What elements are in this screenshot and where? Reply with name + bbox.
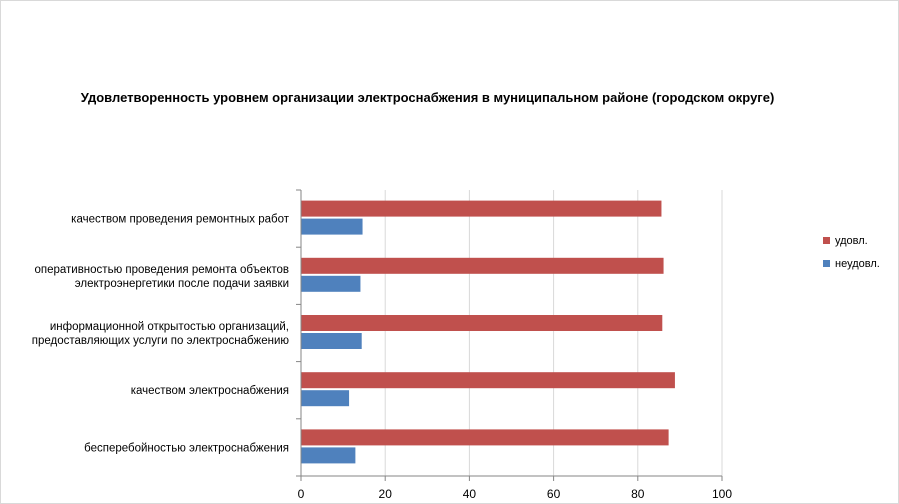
x-tick-label: 100 [712,487,732,501]
x-tick-label: 80 [631,487,645,501]
x-tick-label: 40 [463,487,477,501]
category-label: электроэнергетики после подачи заявки [75,278,289,290]
bar-satisfied [301,200,662,217]
legend-swatch-satisfied [823,237,830,244]
bar-unsatisfied [301,447,356,464]
bar-satisfied [301,429,669,446]
category-label: качеством проведения ремонтных работ [71,214,290,226]
legend-swatch-unsatisfied [823,260,830,267]
bar-satisfied [301,372,675,389]
x-tick-label: 0 [298,487,305,501]
category-label: информационной открытостью организаций, [50,321,289,333]
category-label: качеством электроснабжения [131,385,289,397]
x-tick-label: 60 [547,487,561,501]
bar-unsatisfied [301,218,363,235]
bar-unsatisfied [301,275,361,292]
x-tick-label: 20 [379,487,393,501]
bar-satisfied [301,315,663,331]
chart-title: Удовлетворенность уровнем организации эл… [80,90,775,105]
category-label: бесперебойностью электроснабжения [84,442,289,454]
bar-satisfied [301,257,664,274]
bar-unsatisfied [301,390,350,407]
legend-label-unsatisfied: неудовл. [835,258,880,270]
legend-label-satisfied: удовл. [835,235,868,247]
category-label: оперативностью проведения ремонта объект… [34,264,289,276]
category-label: предоставляющих услуги по электроснабжен… [32,335,290,347]
bar-unsatisfied [301,333,362,349]
